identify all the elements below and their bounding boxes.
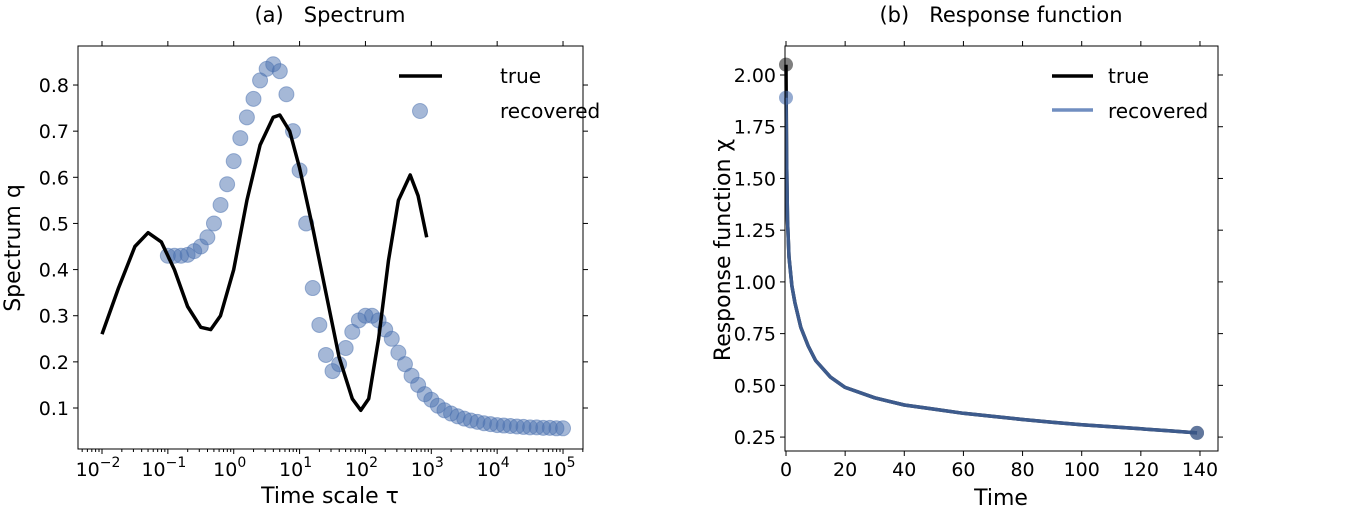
spectrum-xlabel: Time scale τ bbox=[260, 484, 399, 509]
y-tick-label: 0.5 bbox=[39, 213, 69, 235]
recovered-spectrum-point bbox=[271, 63, 288, 80]
x-tick-label: 40 bbox=[892, 459, 916, 481]
x-tick-label: 103 bbox=[411, 455, 444, 481]
x-tick-label: 20 bbox=[833, 459, 857, 481]
x-tick-exponent: 3 bbox=[435, 455, 444, 471]
legend-true-label: true bbox=[1108, 64, 1149, 88]
recovered-response-line bbox=[784, 97, 1198, 435]
recovered-start-marker bbox=[779, 90, 793, 105]
x-tick-base: 10 bbox=[477, 459, 501, 481]
y-tick-label: 0.25 bbox=[734, 427, 776, 449]
response-ticks: 0 20 40 60 80 100 120 140 0.25 0.50 0.75 1.00 1.25 1.… bbox=[734, 41, 1223, 481]
x-tick-label: 60 bbox=[951, 459, 975, 481]
x-tick-label: 101 bbox=[279, 455, 312, 481]
y-tick-label: 0.75 bbox=[734, 324, 776, 346]
x-tick-exponent: −1 bbox=[166, 455, 187, 471]
y-tick-label: 1.50 bbox=[734, 168, 776, 190]
x-tick-base: 10 bbox=[279, 459, 303, 481]
x-tick-label: 100 bbox=[213, 455, 246, 481]
x-tick-base: 10 bbox=[542, 459, 566, 481]
recovered-spectrum-point bbox=[555, 420, 572, 437]
y-tick-label: 0.1 bbox=[39, 398, 69, 420]
response-xlabel: Time bbox=[973, 486, 1028, 511]
legend-recovered-marker bbox=[412, 103, 428, 119]
recovered-spectrum-point bbox=[219, 176, 236, 193]
recovered-spectrum-point bbox=[304, 280, 321, 297]
response-axes-frame bbox=[784, 45, 1219, 452]
response-panel: (b) Response function 0 20 40 60 80 100 120 140… bbox=[711, 3, 1223, 511]
y-tick-label: 2.00 bbox=[734, 65, 776, 87]
response-legend: true recovered bbox=[1052, 64, 1208, 123]
spectrum-panel: (a) Spectrum 10−2 10−1 100 101 102 103 104 1050… bbox=[1, 3, 600, 509]
recovered-spectrum-point bbox=[317, 346, 334, 363]
y-tick-label: 1.00 bbox=[734, 272, 776, 294]
x-tick-exponent: 0 bbox=[237, 455, 246, 471]
x-tick-exponent: 5 bbox=[567, 455, 576, 471]
x-tick-base: 10 bbox=[76, 459, 100, 481]
legend-recovered-label: recovered bbox=[500, 99, 600, 123]
y-tick-label: 1.25 bbox=[734, 220, 776, 242]
recovered-spectrum-point bbox=[383, 330, 400, 347]
recovered-spectrum-point bbox=[238, 109, 255, 126]
x-tick-label: 10−2 bbox=[76, 455, 121, 481]
y-tick-label: 0.6 bbox=[39, 167, 69, 189]
x-tick-base: 10 bbox=[345, 459, 369, 481]
recovered-spectrum-point bbox=[232, 130, 249, 147]
x-tick-label: 102 bbox=[345, 455, 378, 481]
x-tick-base: 10 bbox=[411, 459, 435, 481]
x-tick-exponent: 4 bbox=[501, 455, 510, 471]
legend-recovered-label: recovered bbox=[1108, 99, 1208, 123]
spectrum-legend: true recovered bbox=[399, 64, 600, 123]
x-tick-label: 120 bbox=[1123, 459, 1159, 481]
y-tick-label: 0.8 bbox=[39, 75, 69, 97]
recovered-spectrum-point bbox=[278, 86, 295, 103]
spectrum-axes-frame bbox=[77, 45, 584, 450]
x-tick-exponent: 2 bbox=[369, 455, 378, 471]
recovered-spectrum-point bbox=[311, 316, 328, 333]
y-tick-label: 0.2 bbox=[39, 352, 69, 374]
x-tick-base: 10 bbox=[141, 459, 165, 481]
true-spectrum-line bbox=[100, 113, 429, 413]
spectrum-ylabel: Spectrum q bbox=[1, 184, 26, 312]
y-tick-label: 0.4 bbox=[39, 260, 69, 282]
x-tick-label: 0 bbox=[780, 459, 792, 481]
y-tick-label: 1.75 bbox=[734, 117, 776, 139]
x-tick-label: 104 bbox=[477, 455, 510, 481]
response-title: (b) Response function bbox=[879, 3, 1122, 27]
legend-true-label: true bbox=[500, 64, 541, 88]
spectrum-plot-area bbox=[100, 56, 572, 437]
recovered-end-marker bbox=[1190, 425, 1205, 440]
x-tick-label: 140 bbox=[1182, 459, 1218, 481]
recovered-spectrum-point bbox=[199, 229, 216, 246]
spectrum-ticks: 10−2 10−1 100 101 102 103 104 1050.10.20.30.40.… bbox=[39, 41, 588, 481]
x-tick-exponent: −2 bbox=[100, 455, 121, 471]
y-tick-label: 0.7 bbox=[39, 121, 69, 143]
x-tick-label: 80 bbox=[1010, 459, 1034, 481]
y-tick-label: 0.50 bbox=[734, 375, 776, 397]
recovered-spectrum-point bbox=[337, 340, 354, 357]
spectrum-title: (a) Spectrum bbox=[254, 3, 405, 27]
x-tick-exponent: 1 bbox=[303, 455, 312, 471]
true-start-marker bbox=[779, 57, 793, 72]
recovered-spectrum-point bbox=[205, 215, 222, 232]
response-ylabel: Response function χ bbox=[711, 139, 736, 362]
x-tick-label: 10−1 bbox=[141, 455, 186, 481]
response-plot-area bbox=[779, 57, 1205, 440]
x-tick-label: 105 bbox=[542, 455, 575, 481]
recovered-spectrum-point bbox=[225, 153, 242, 170]
recovered-spectrum-point bbox=[245, 90, 262, 107]
x-tick-base: 10 bbox=[213, 459, 237, 481]
x-tick-label: 100 bbox=[1064, 459, 1100, 481]
recovered-spectrum-point bbox=[212, 196, 229, 213]
y-tick-label: 0.3 bbox=[39, 306, 69, 328]
